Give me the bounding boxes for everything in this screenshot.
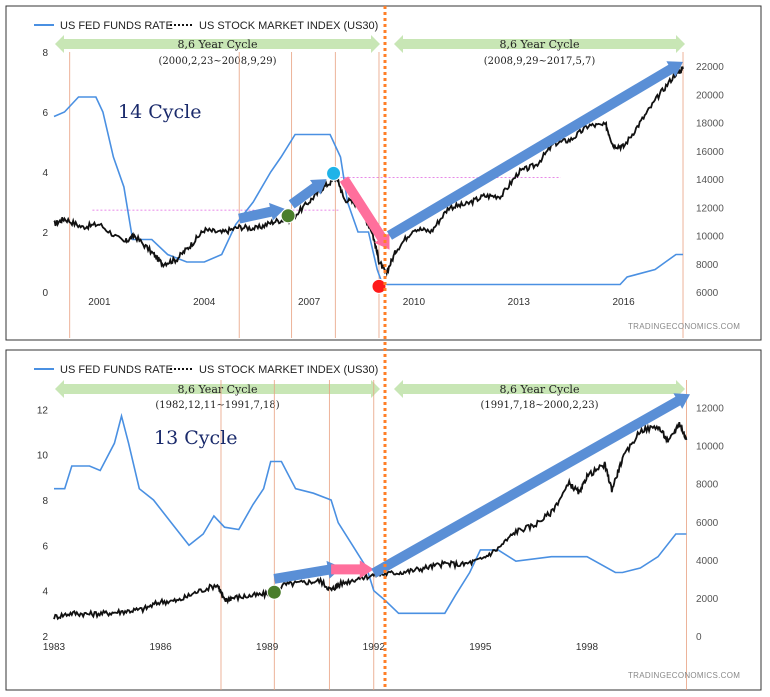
- blue-trend-arrow: [273, 560, 342, 584]
- blue-trend-arrow: [288, 179, 327, 209]
- pink-trend-arrow: [339, 176, 390, 250]
- y-left-tick-label: 10: [37, 451, 49, 462]
- y-right-tick-label: 22000: [696, 62, 724, 73]
- y-right-tick-label: 10000: [696, 232, 724, 243]
- y-right-tick-label: 18000: [696, 119, 724, 130]
- y-left-tick-label: 2: [42, 228, 48, 239]
- y-left-tick-label: 8: [42, 496, 48, 507]
- cycle-band-arrow: [394, 35, 685, 53]
- y-left-tick-label: 12: [37, 405, 49, 416]
- x-tick-label: 1992: [363, 642, 386, 653]
- fed-funds-rate-line: [53, 96, 683, 286]
- stock-index-line: [53, 421, 688, 621]
- y-left-tick-label: 6: [42, 541, 48, 552]
- x-tick-label: 1983: [43, 642, 66, 653]
- cycle-label: 13 Cycle: [154, 427, 237, 449]
- cycle-range: (2000,2,23~2008,9,29): [159, 56, 277, 67]
- panel-border: [5, 349, 762, 691]
- y-right-tick-label: 6000: [696, 288, 719, 299]
- cycle-band-arrow: [55, 380, 380, 398]
- cycle-range: (1991,7,18~2000,2,23): [481, 400, 599, 411]
- y-right-tick-label: 12000: [696, 404, 724, 415]
- y-right-tick-label: 6000: [696, 518, 719, 529]
- y-right-tick-label: 8000: [696, 480, 719, 491]
- blue-marker-dot: [326, 165, 342, 181]
- y-right-tick-label: 14000: [696, 175, 724, 186]
- legend: US FED FUNDS RATE US STOCK MARKET INDEX …: [34, 364, 378, 376]
- green-marker-dot: [266, 584, 282, 600]
- legend: US FED FUNDS RATE US STOCK MARKET INDEX …: [34, 20, 378, 32]
- annotations: [238, 61, 683, 294]
- x-tick-label: 1989: [256, 642, 279, 653]
- stock-index-line: [53, 66, 684, 277]
- cycle-band-arrow: [55, 35, 380, 53]
- cycle-band-arrow: [394, 380, 685, 398]
- cycle-label: 14 Cycle: [118, 101, 201, 123]
- legend-stock-label: US STOCK MARKET INDEX (US30): [199, 364, 378, 376]
- pink-trend-arrow: [331, 560, 374, 579]
- x-tick-label: 1986: [149, 642, 172, 653]
- y-left-tick-label: 6: [42, 108, 48, 119]
- y-right-tick-label: 4000: [696, 556, 719, 567]
- green-marker-dot: [280, 208, 296, 224]
- y-left-tick-label: 4: [42, 168, 48, 179]
- axis-ticks: 2001 2004 2007 2010 2013 2016 0 2 4 6 8 6000 8000 100…: [42, 48, 724, 308]
- cycle-title: 8,6 Year Cycle: [178, 383, 258, 396]
- legend-stock-label: US STOCK MARKET INDEX (US30): [199, 20, 378, 32]
- cycle-title: 8,6 Year Cycle: [178, 38, 258, 51]
- guide-lines: [220, 380, 687, 690]
- x-tick-label: 2016: [612, 297, 635, 308]
- y-left-tick-label: 8: [42, 48, 48, 59]
- fed-funds-rate-line: [54, 412, 687, 615]
- cycle-title: 8,6 Year Cycle: [500, 38, 580, 51]
- y-right-tick-label: 8000: [696, 260, 719, 271]
- cycle-bands: 8,6 Year Cycle (1982,12,11~1991,7,18) 8,6 …: [55, 380, 685, 411]
- y-left-tick-label: 4: [42, 587, 48, 598]
- axis-ticks: 1983 1986 1989 1992 1995 1998 2 4 6 8 10 12 0 2000 400…: [37, 404, 724, 653]
- x-tick-label: 1995: [469, 642, 492, 653]
- chart-panel-bottom: US FED FUNDS RATE US STOCK MARKET INDEX …: [5, 349, 762, 691]
- y-right-tick-label: 10000: [696, 442, 724, 453]
- y-right-tick-label: 12000: [696, 203, 724, 214]
- y-right-tick-label: 20000: [696, 90, 724, 101]
- x-tick-label: 2001: [88, 297, 111, 308]
- y-right-tick-label: 2000: [696, 594, 719, 605]
- red-marker-dot: [371, 278, 387, 294]
- blue-trend-arrow: [371, 393, 690, 578]
- blue-trend-arrow: [238, 202, 285, 224]
- cycle-bands: 8,6 Year Cycle (2000,2,23~2008,9,29) 8,6 Y…: [55, 35, 685, 67]
- y-right-tick-label: 0: [696, 632, 702, 643]
- cycle-title: 8,6 Year Cycle: [500, 383, 580, 396]
- cycle-range: (2008,9,29~2017,5,7): [484, 56, 596, 67]
- x-tick-label: 2007: [298, 297, 321, 308]
- x-tick-label: 1998: [576, 642, 599, 653]
- cycle-range: (1982,12,11~1991,7,18): [155, 400, 279, 411]
- x-tick-label: 2010: [403, 297, 426, 308]
- y-left-tick-label: 2: [42, 632, 48, 643]
- legend-fed-label: US FED FUNDS RATE: [60, 20, 173, 32]
- y-left-tick-label: 0: [42, 288, 48, 299]
- x-tick-label: 2013: [508, 297, 531, 308]
- annotations: [266, 393, 690, 600]
- y-right-tick-label: 16000: [696, 147, 724, 158]
- watermark: TRADINGECONOMICS.COM: [628, 671, 740, 680]
- x-tick-label: 2004: [193, 297, 216, 308]
- watermark: TRADINGECONOMICS.COM: [628, 322, 740, 331]
- blue-trend-arrow: [386, 61, 683, 240]
- legend-fed-label: US FED FUNDS RATE: [60, 364, 173, 376]
